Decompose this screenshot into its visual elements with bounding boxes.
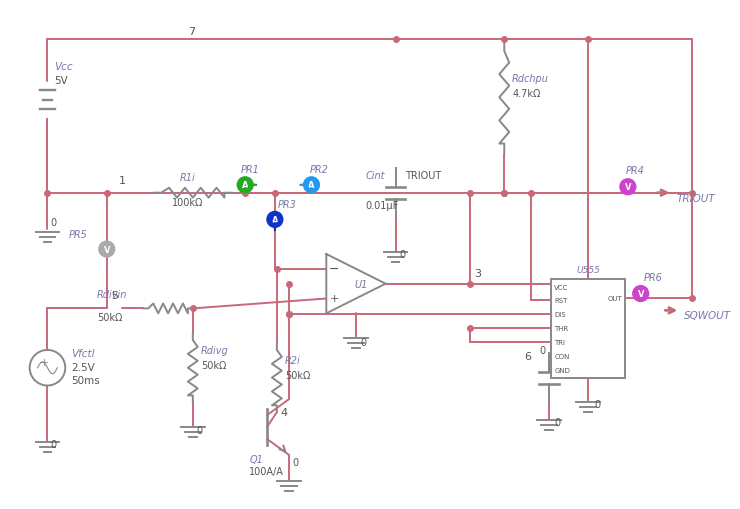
Text: VCC: VCC <box>554 284 568 290</box>
Text: R1i: R1i <box>180 173 196 183</box>
Text: Rdchpu: Rdchpu <box>512 74 549 84</box>
Text: 0: 0 <box>50 439 56 449</box>
Text: 0: 0 <box>555 417 561 427</box>
Text: A: A <box>309 181 314 190</box>
Text: A: A <box>242 181 249 190</box>
Text: OUT: OUT <box>608 296 622 302</box>
Text: 7: 7 <box>188 26 195 37</box>
Text: 2.5V: 2.5V <box>71 362 95 372</box>
Text: 4: 4 <box>280 407 288 417</box>
Text: V: V <box>637 290 644 298</box>
Text: DIS: DIS <box>554 312 566 318</box>
Text: GND: GND <box>554 367 570 373</box>
Text: 1: 1 <box>118 176 126 185</box>
Circle shape <box>620 180 636 195</box>
Text: V: V <box>625 183 631 192</box>
Text: −: − <box>329 263 340 276</box>
Text: 0: 0 <box>594 400 600 409</box>
Text: THR: THR <box>554 326 568 331</box>
Text: 50kΩ: 50kΩ <box>97 313 122 323</box>
Text: R2i: R2i <box>285 355 300 365</box>
Text: 0: 0 <box>197 425 203 435</box>
Circle shape <box>303 178 320 193</box>
Text: 0: 0 <box>293 457 299 467</box>
Text: Vcc: Vcc <box>54 62 73 72</box>
Circle shape <box>238 178 253 193</box>
Text: Cctl: Cctl <box>555 353 574 363</box>
Text: 3: 3 <box>474 268 482 278</box>
Circle shape <box>633 286 649 302</box>
Text: Vfctl: Vfctl <box>71 348 95 358</box>
Text: TRIOUT: TRIOUT <box>676 193 715 203</box>
Text: +: + <box>329 294 339 304</box>
Text: 5: 5 <box>111 291 118 301</box>
Text: Rdivg: Rdivg <box>201 345 229 355</box>
Text: PR1: PR1 <box>240 164 259 175</box>
Text: SQWOUT: SQWOUT <box>684 310 731 321</box>
Bar <box>551 279 625 378</box>
Text: 50ms: 50ms <box>71 375 100 385</box>
Text: A: A <box>272 215 278 224</box>
Text: 4.7kΩ: 4.7kΩ <box>512 89 540 99</box>
Text: CON: CON <box>554 353 570 359</box>
Text: Rdivin: Rdivin <box>97 289 127 299</box>
Text: RST: RST <box>554 298 568 304</box>
Text: V: V <box>104 245 110 254</box>
Text: 50kΩ: 50kΩ <box>201 360 226 370</box>
Text: 0: 0 <box>50 218 56 228</box>
Text: 50kΩ: 50kΩ <box>285 370 310 380</box>
Text: PR6: PR6 <box>644 272 662 282</box>
Text: TRI: TRI <box>554 340 565 345</box>
Text: Q1: Q1 <box>249 454 263 464</box>
Text: PR5: PR5 <box>70 230 88 240</box>
Text: 5V: 5V <box>54 76 68 86</box>
Text: Cint: Cint <box>366 171 386 181</box>
Circle shape <box>99 242 115 258</box>
Text: PR2: PR2 <box>309 164 329 175</box>
Text: 0: 0 <box>400 249 406 260</box>
Text: 0: 0 <box>539 345 545 355</box>
Text: 100A/A: 100A/A <box>249 467 284 476</box>
Text: 0.01μF: 0.01μF <box>366 200 399 210</box>
Text: TRIOUT: TRIOUT <box>406 171 442 181</box>
Text: U1: U1 <box>354 279 368 289</box>
Text: 0: 0 <box>360 337 366 347</box>
Text: U555: U555 <box>576 265 600 274</box>
Text: PR3: PR3 <box>278 199 297 209</box>
Text: 100kΩ: 100kΩ <box>172 197 204 207</box>
Circle shape <box>267 212 283 228</box>
Text: 6: 6 <box>525 351 531 361</box>
Text: 0.1μF: 0.1μF <box>555 367 582 377</box>
Text: +: + <box>40 357 49 367</box>
Text: PR4: PR4 <box>626 165 645 176</box>
